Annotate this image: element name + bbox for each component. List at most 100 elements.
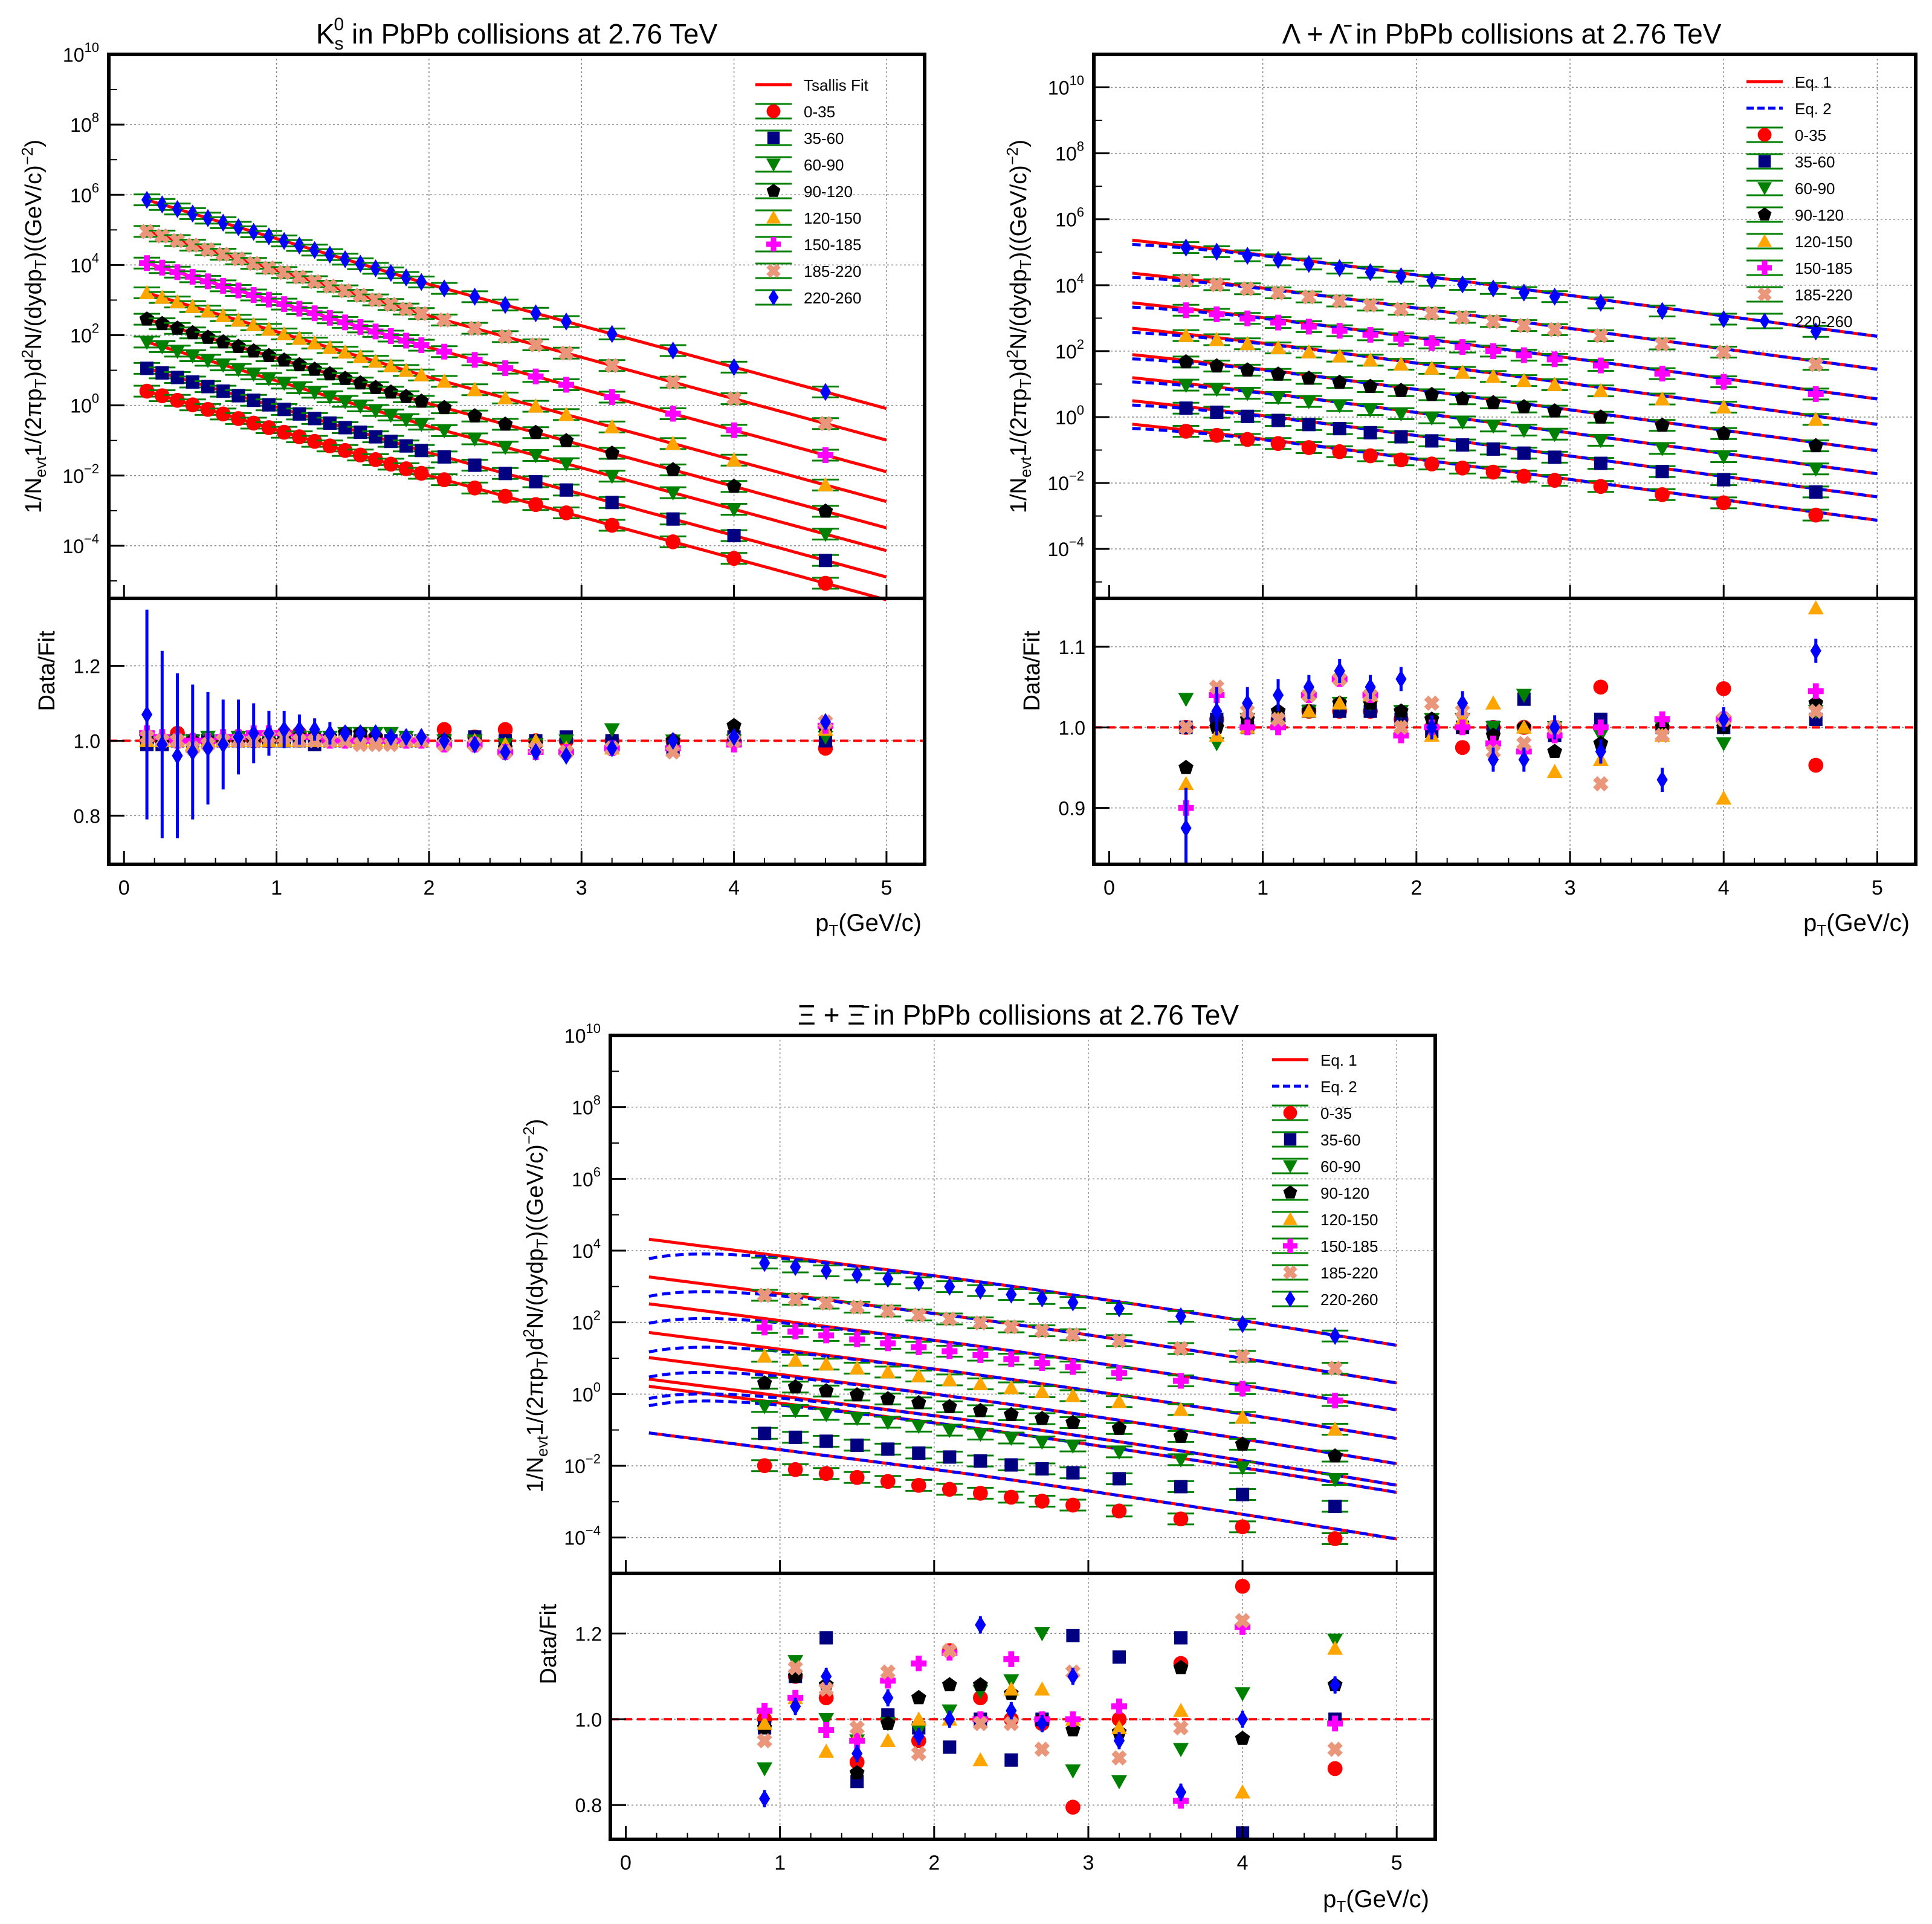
- marker-120-150: [215, 308, 231, 322]
- ratio-series-185-220: [757, 1613, 1343, 1766]
- ratio-marker-35-60: [1004, 1753, 1018, 1767]
- marker-150-185: [972, 1347, 989, 1363]
- marker-150-185: [1485, 343, 1501, 359]
- ratio-marker-220-260: [882, 1688, 894, 1707]
- legend-marker-185-220: [1283, 1265, 1297, 1280]
- ratio-marker-185-220: [972, 1715, 989, 1732]
- marker-0-35: [1394, 452, 1409, 468]
- legend-marker-220-260: [1759, 313, 1770, 329]
- marker-220-260: [1518, 283, 1530, 302]
- marker-150-185: [528, 368, 544, 384]
- marker-35-60: [1004, 1458, 1018, 1472]
- marker-35-60: [1112, 1472, 1126, 1486]
- marker-35-60: [323, 416, 337, 430]
- series-0-35: [751, 1458, 1349, 1546]
- marker-220-260: [499, 296, 511, 314]
- marker-185-220: [200, 242, 216, 258]
- legend-label: 120-150: [804, 209, 861, 227]
- ratio-marker-120-150: [1235, 1784, 1251, 1799]
- ratio-marker-185-220: [1393, 719, 1409, 736]
- marker-220-260: [172, 199, 183, 218]
- marker-35-60: [819, 1434, 833, 1448]
- marker-0-35: [1363, 448, 1378, 464]
- ratio-marker-185-220: [1654, 727, 1670, 743]
- marker-0-35: [726, 551, 741, 566]
- marker-120-150: [911, 1368, 927, 1382]
- ratio-marker-150-185: [1111, 1699, 1127, 1714]
- ratio-marker-120-150: [1331, 695, 1348, 710]
- marker-150-185: [787, 1323, 804, 1339]
- marker-185-220: [1424, 305, 1439, 321]
- marker-60-90: [880, 1416, 896, 1430]
- y-axis: 1010 108 106 104 102 100 10−2 10−4: [1047, 54, 1110, 583]
- series-185-220: [1172, 273, 1829, 372]
- ratio-marker-185-220: [1593, 776, 1609, 792]
- marker-185-220: [972, 1315, 989, 1331]
- ratio-marker-220-260: [1456, 694, 1468, 713]
- ratio-marker-150-185: [1239, 719, 1256, 736]
- marker-220-260: [1549, 287, 1560, 306]
- marker-90-120: [1173, 1428, 1189, 1443]
- marker-35-60: [399, 439, 413, 453]
- marker-0-35: [276, 424, 292, 440]
- marker-0-35: [246, 415, 262, 431]
- marker-220-260: [790, 1258, 801, 1276]
- marker-90-120: [1516, 399, 1532, 413]
- marker-150-185: [398, 332, 415, 349]
- x-axis: 0 1 2 3 4 5: [1103, 585, 1883, 899]
- series-120-150: [1172, 328, 1829, 426]
- ratio-marker-185-220: [1003, 1715, 1019, 1732]
- marker-150-185: [558, 377, 575, 393]
- y-tick-label: 1010: [564, 1021, 601, 1047]
- marker-120-150: [1003, 1379, 1019, 1394]
- ratio-marker-150-185: [911, 1656, 927, 1672]
- marker-0-35: [292, 429, 307, 444]
- marker-0-35: [528, 497, 543, 513]
- marker-220-260: [279, 232, 290, 250]
- ratio-marker-150-185: [849, 1732, 865, 1749]
- title-text: Ks0 in PbPb collisions at 2.76 TeV: [316, 15, 718, 54]
- marker-185-220: [276, 265, 292, 280]
- marker-35-60: [438, 450, 451, 464]
- marker-90-120: [726, 478, 741, 493]
- y-tick-label: 10−2: [564, 1451, 601, 1477]
- title-text: Ξ + Ξ̄ in PbPb collisions at 2.76 TeV: [798, 999, 1239, 1031]
- marker-60-90: [245, 368, 262, 382]
- marker-60-90: [1270, 390, 1287, 406]
- marker-0-35: [337, 442, 353, 458]
- marker-220-260: [606, 325, 618, 343]
- series-220-260: [751, 1254, 1349, 1346]
- marker-35-60: [605, 496, 619, 510]
- ratio-marker-60-90: [1111, 1775, 1127, 1790]
- marker-35-60: [1655, 465, 1669, 479]
- marker-35-60: [292, 407, 306, 421]
- y-tick-label: 106: [70, 180, 99, 206]
- ratio-marker-220-260: [790, 1697, 801, 1715]
- marker-35-60: [1302, 418, 1316, 432]
- marker-150-185: [1173, 1373, 1189, 1389]
- ratio-frame: [107, 597, 926, 866]
- ratio-marker-120-150: [1808, 600, 1824, 615]
- y-tick-label: 100: [572, 1379, 601, 1405]
- marker-90-120: [818, 503, 833, 518]
- marker-150-185: [1516, 347, 1532, 363]
- marker-220-260: [385, 264, 396, 282]
- marker-150-185: [276, 296, 292, 313]
- marker-35-60: [277, 403, 291, 416]
- ratio-marker-220-260: [324, 724, 335, 743]
- marker-60-90: [818, 1408, 835, 1422]
- legend-label: Eq. 1: [1795, 73, 1832, 91]
- marker-185-220: [215, 246, 231, 262]
- legend-label: Eq. 1: [1320, 1051, 1357, 1069]
- marker-35-60: [1210, 405, 1224, 419]
- x-tick-label: 0: [620, 1851, 632, 1874]
- marker-60-90: [1235, 1461, 1251, 1475]
- ratio-marker-220-260: [157, 735, 168, 754]
- marker-220-260: [202, 209, 214, 227]
- ratio-marker-150-185: [1808, 683, 1824, 699]
- marker-90-120: [1327, 1448, 1343, 1463]
- marker-120-150: [528, 398, 544, 413]
- x-tick-label: 4: [1237, 1851, 1249, 1874]
- marker-220-260: [1365, 263, 1376, 282]
- ratio-marker-220-260: [385, 728, 396, 747]
